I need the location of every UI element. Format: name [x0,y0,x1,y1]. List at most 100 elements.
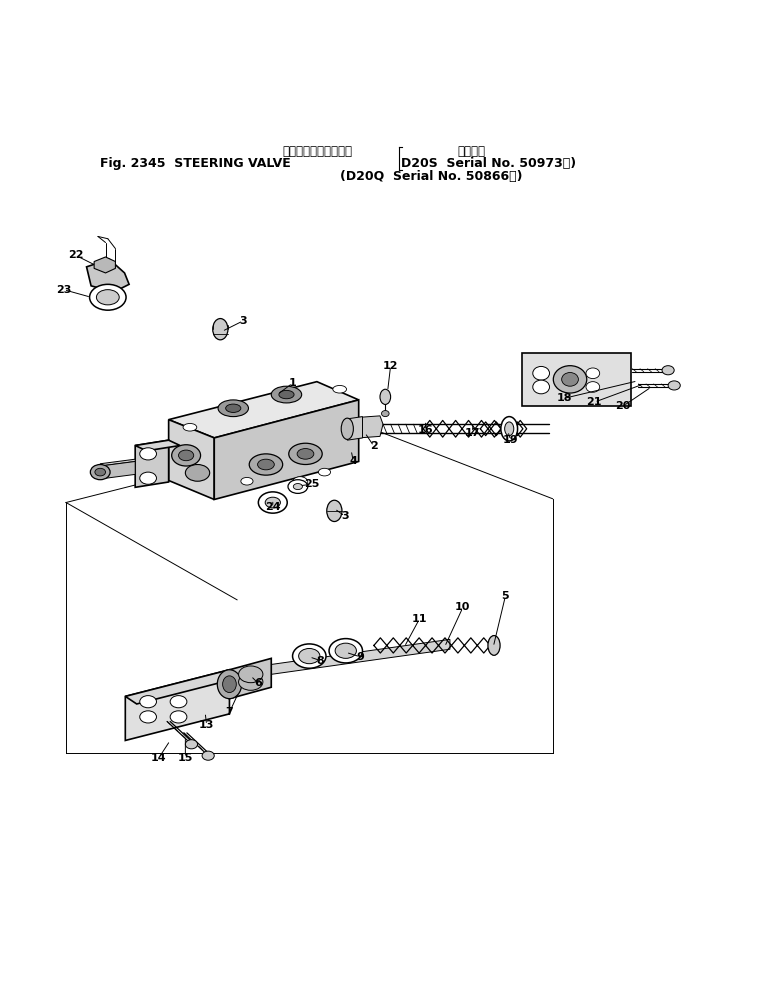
Text: 11: 11 [412,614,427,624]
Polygon shape [169,420,214,499]
Ellipse shape [297,449,314,459]
Ellipse shape [288,443,322,465]
Ellipse shape [335,643,356,658]
Ellipse shape [183,424,197,431]
Ellipse shape [533,367,549,380]
Ellipse shape [140,695,156,707]
Text: 23: 23 [56,285,72,295]
Text: 適用号機: 適用号機 [458,145,485,158]
Ellipse shape [259,492,287,513]
Ellipse shape [380,389,391,405]
Ellipse shape [226,404,241,413]
Text: 18: 18 [556,394,571,404]
Ellipse shape [239,666,263,682]
Polygon shape [86,260,129,292]
Ellipse shape [272,386,301,403]
Ellipse shape [292,644,326,668]
Ellipse shape [95,468,105,476]
Text: 2: 2 [370,441,378,451]
Ellipse shape [140,448,156,460]
Ellipse shape [172,445,201,466]
Text: D20S  Serial No. 50973～): D20S Serial No. 50973～) [401,157,575,170]
Ellipse shape [213,319,228,340]
Ellipse shape [668,381,681,390]
Text: Fig. 2345  STEERING VALVE: Fig. 2345 STEERING VALVE [100,157,291,170]
Ellipse shape [170,710,187,723]
Ellipse shape [258,459,275,470]
Ellipse shape [218,400,249,417]
Ellipse shape [179,450,194,461]
Text: 19: 19 [503,435,519,445]
Text: 12: 12 [383,361,398,371]
Ellipse shape [586,382,600,393]
Text: 7: 7 [226,707,233,717]
Ellipse shape [488,635,500,655]
Text: 5: 5 [501,591,509,601]
Text: 16: 16 [418,425,433,435]
Ellipse shape [382,411,389,417]
Ellipse shape [170,695,187,707]
Ellipse shape [223,676,237,692]
Ellipse shape [90,465,110,480]
Ellipse shape [140,710,156,723]
Text: 6: 6 [254,678,262,688]
Ellipse shape [278,391,294,399]
Polygon shape [347,417,362,440]
Ellipse shape [89,285,126,311]
Ellipse shape [318,468,330,476]
Polygon shape [94,257,115,273]
Ellipse shape [292,477,307,487]
Polygon shape [359,416,383,438]
Ellipse shape [333,386,346,393]
Text: 14: 14 [151,753,166,763]
Ellipse shape [202,752,214,761]
Polygon shape [522,353,631,406]
Ellipse shape [341,418,353,440]
Text: 4: 4 [349,457,357,467]
Polygon shape [230,658,272,698]
Ellipse shape [185,739,198,748]
Text: (D20Q  Serial No. 50866～): (D20Q Serial No. 50866～) [340,170,522,183]
Ellipse shape [217,669,242,698]
Text: 17: 17 [465,428,481,438]
Ellipse shape [329,638,362,663]
Ellipse shape [266,497,280,508]
Polygon shape [272,639,450,674]
Ellipse shape [241,477,253,485]
Ellipse shape [140,472,156,484]
Ellipse shape [185,465,210,481]
Ellipse shape [239,673,263,690]
Polygon shape [100,459,135,466]
Polygon shape [135,440,169,487]
Text: 9: 9 [356,652,364,662]
Text: 21: 21 [587,397,602,407]
Text: 3: 3 [240,316,247,326]
Polygon shape [169,382,359,438]
Ellipse shape [327,500,342,521]
Text: ステアリング　バルブ: ステアリング バルブ [282,145,353,158]
Text: 25: 25 [304,479,319,489]
Ellipse shape [96,290,119,305]
Polygon shape [125,669,230,740]
Text: 15: 15 [178,753,193,763]
Polygon shape [100,462,135,479]
Polygon shape [135,440,180,451]
Text: 24: 24 [265,502,281,512]
Ellipse shape [293,484,302,490]
Ellipse shape [533,380,549,394]
Text: 13: 13 [199,720,214,730]
Ellipse shape [504,422,513,436]
Text: 20: 20 [616,401,631,411]
Text: 10: 10 [456,602,471,612]
Ellipse shape [501,417,517,441]
Ellipse shape [288,480,307,493]
Ellipse shape [586,368,600,379]
Text: 22: 22 [68,250,84,261]
Ellipse shape [298,648,320,663]
Ellipse shape [562,373,578,386]
Polygon shape [214,400,359,499]
Text: 3: 3 [341,511,349,521]
Ellipse shape [250,454,282,475]
Text: 8: 8 [317,655,324,665]
Ellipse shape [662,366,674,375]
